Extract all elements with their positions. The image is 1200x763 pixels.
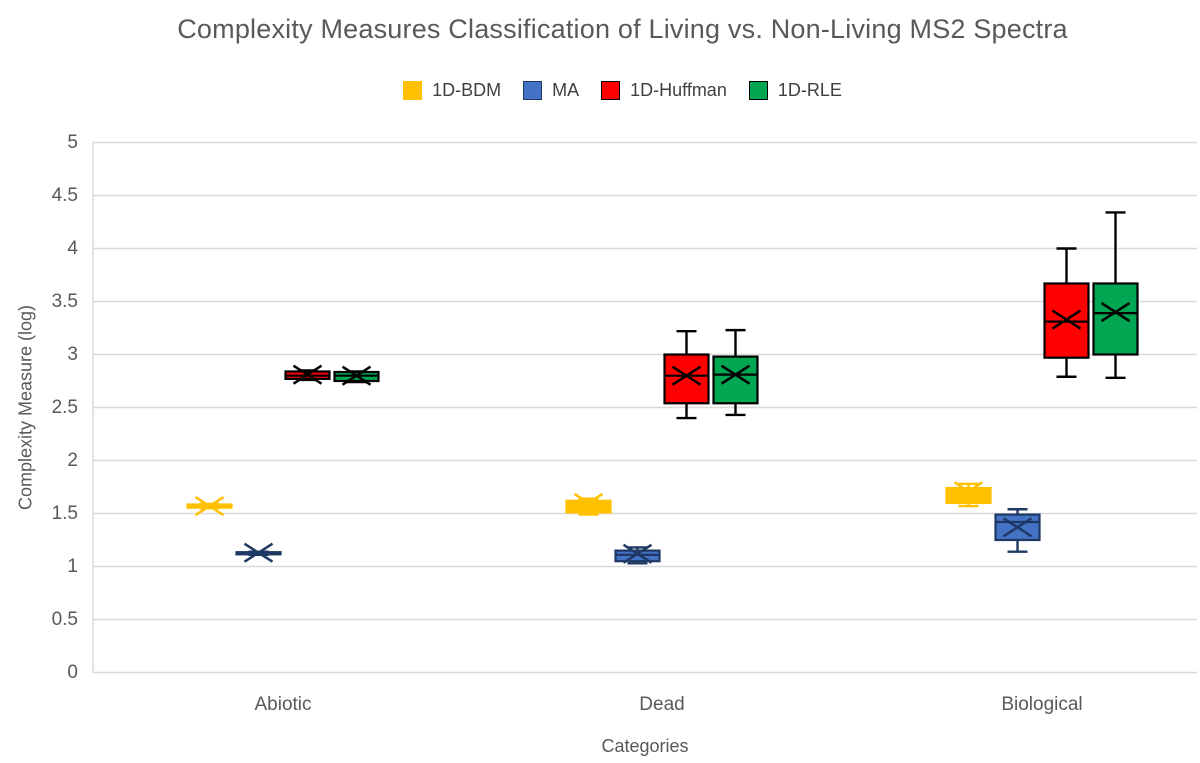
y-tick-label: 1 <box>67 555 78 577</box>
x-category-label-abiotic: Abiotic <box>254 694 312 715</box>
y-tick-label: 0 <box>67 661 78 683</box>
mean-marker-1d-rle-dead <box>720 364 751 385</box>
chart-title: Complexity Measures Classification of Li… <box>177 14 1068 44</box>
y-tick-label: 3.5 <box>51 290 78 312</box>
mean-marker-ma-abiotic <box>243 542 274 563</box>
legend-swatch-1d-huffman <box>601 80 621 100</box>
mean-marker-1d-bdm-abiotic <box>194 496 225 517</box>
y-tick-label: 5 <box>67 131 78 153</box>
box-rect-1d-bdm-dead <box>565 499 612 514</box>
x-category-label-biological: Biological <box>1001 694 1083 715</box>
mean-marker-ma-biological <box>1002 517 1033 538</box>
legend-label-ma: MA <box>552 79 580 100</box>
y-tick-label: 3 <box>67 343 78 365</box>
legend-swatch-1d-bdm <box>403 80 423 100</box>
mean-marker-1d-rle-biological <box>1100 302 1131 323</box>
mean-marker-1d-huffman-dead <box>671 365 702 386</box>
y-tick-label: 2 <box>67 449 78 471</box>
box-rect-1d-rle-biological <box>1092 282 1139 356</box>
legend-item-ma: MA <box>523 80 579 101</box>
y-tick-label: 1.5 <box>51 502 78 524</box>
x-axis-title: Categories <box>601 736 689 756</box>
mean-marker-1d-bdm-biological <box>953 481 984 502</box>
mean-marker-1d-huffman-abiotic <box>292 364 323 385</box>
legend-swatch-1d-rle <box>748 80 768 100</box>
legend-label-1d-rle: 1D-RLE <box>777 79 842 100</box>
y-tick-label: 2.5 <box>51 396 78 418</box>
legend-item-1d-rle: 1D-RLE <box>748 79 842 101</box>
legend-label-1d-bdm: 1D-BDM <box>432 79 502 100</box>
y-tick-label: 4 <box>67 237 78 259</box>
mean-marker-ma-dead <box>622 543 653 564</box>
mean-marker-1d-rle-abiotic <box>341 365 372 386</box>
legend-item-1d-huffman: 1D-Huffman <box>601 80 727 101</box>
legend-swatch-ma <box>523 80 543 100</box>
legend: 1D-BDM MA 1D-Huffman 1D-RLE <box>45 78 1200 102</box>
y-tick-label: 4.5 <box>51 184 78 206</box>
legend-label-1d-huffman: 1D-Huffman <box>630 79 727 100</box>
mean-marker-1d-huffman-biological <box>1051 309 1082 330</box>
y-tick-label: 0.5 <box>51 608 78 630</box>
box-rect-1d-rle-dead <box>712 355 759 405</box>
legend-item-1d-bdm: 1D-BDM <box>403 80 501 101</box>
x-category-label-dead: Dead <box>639 694 685 715</box>
box-rect-1d-huffman-dead <box>663 353 710 405</box>
mean-marker-1d-bdm-dead <box>573 492 604 513</box>
